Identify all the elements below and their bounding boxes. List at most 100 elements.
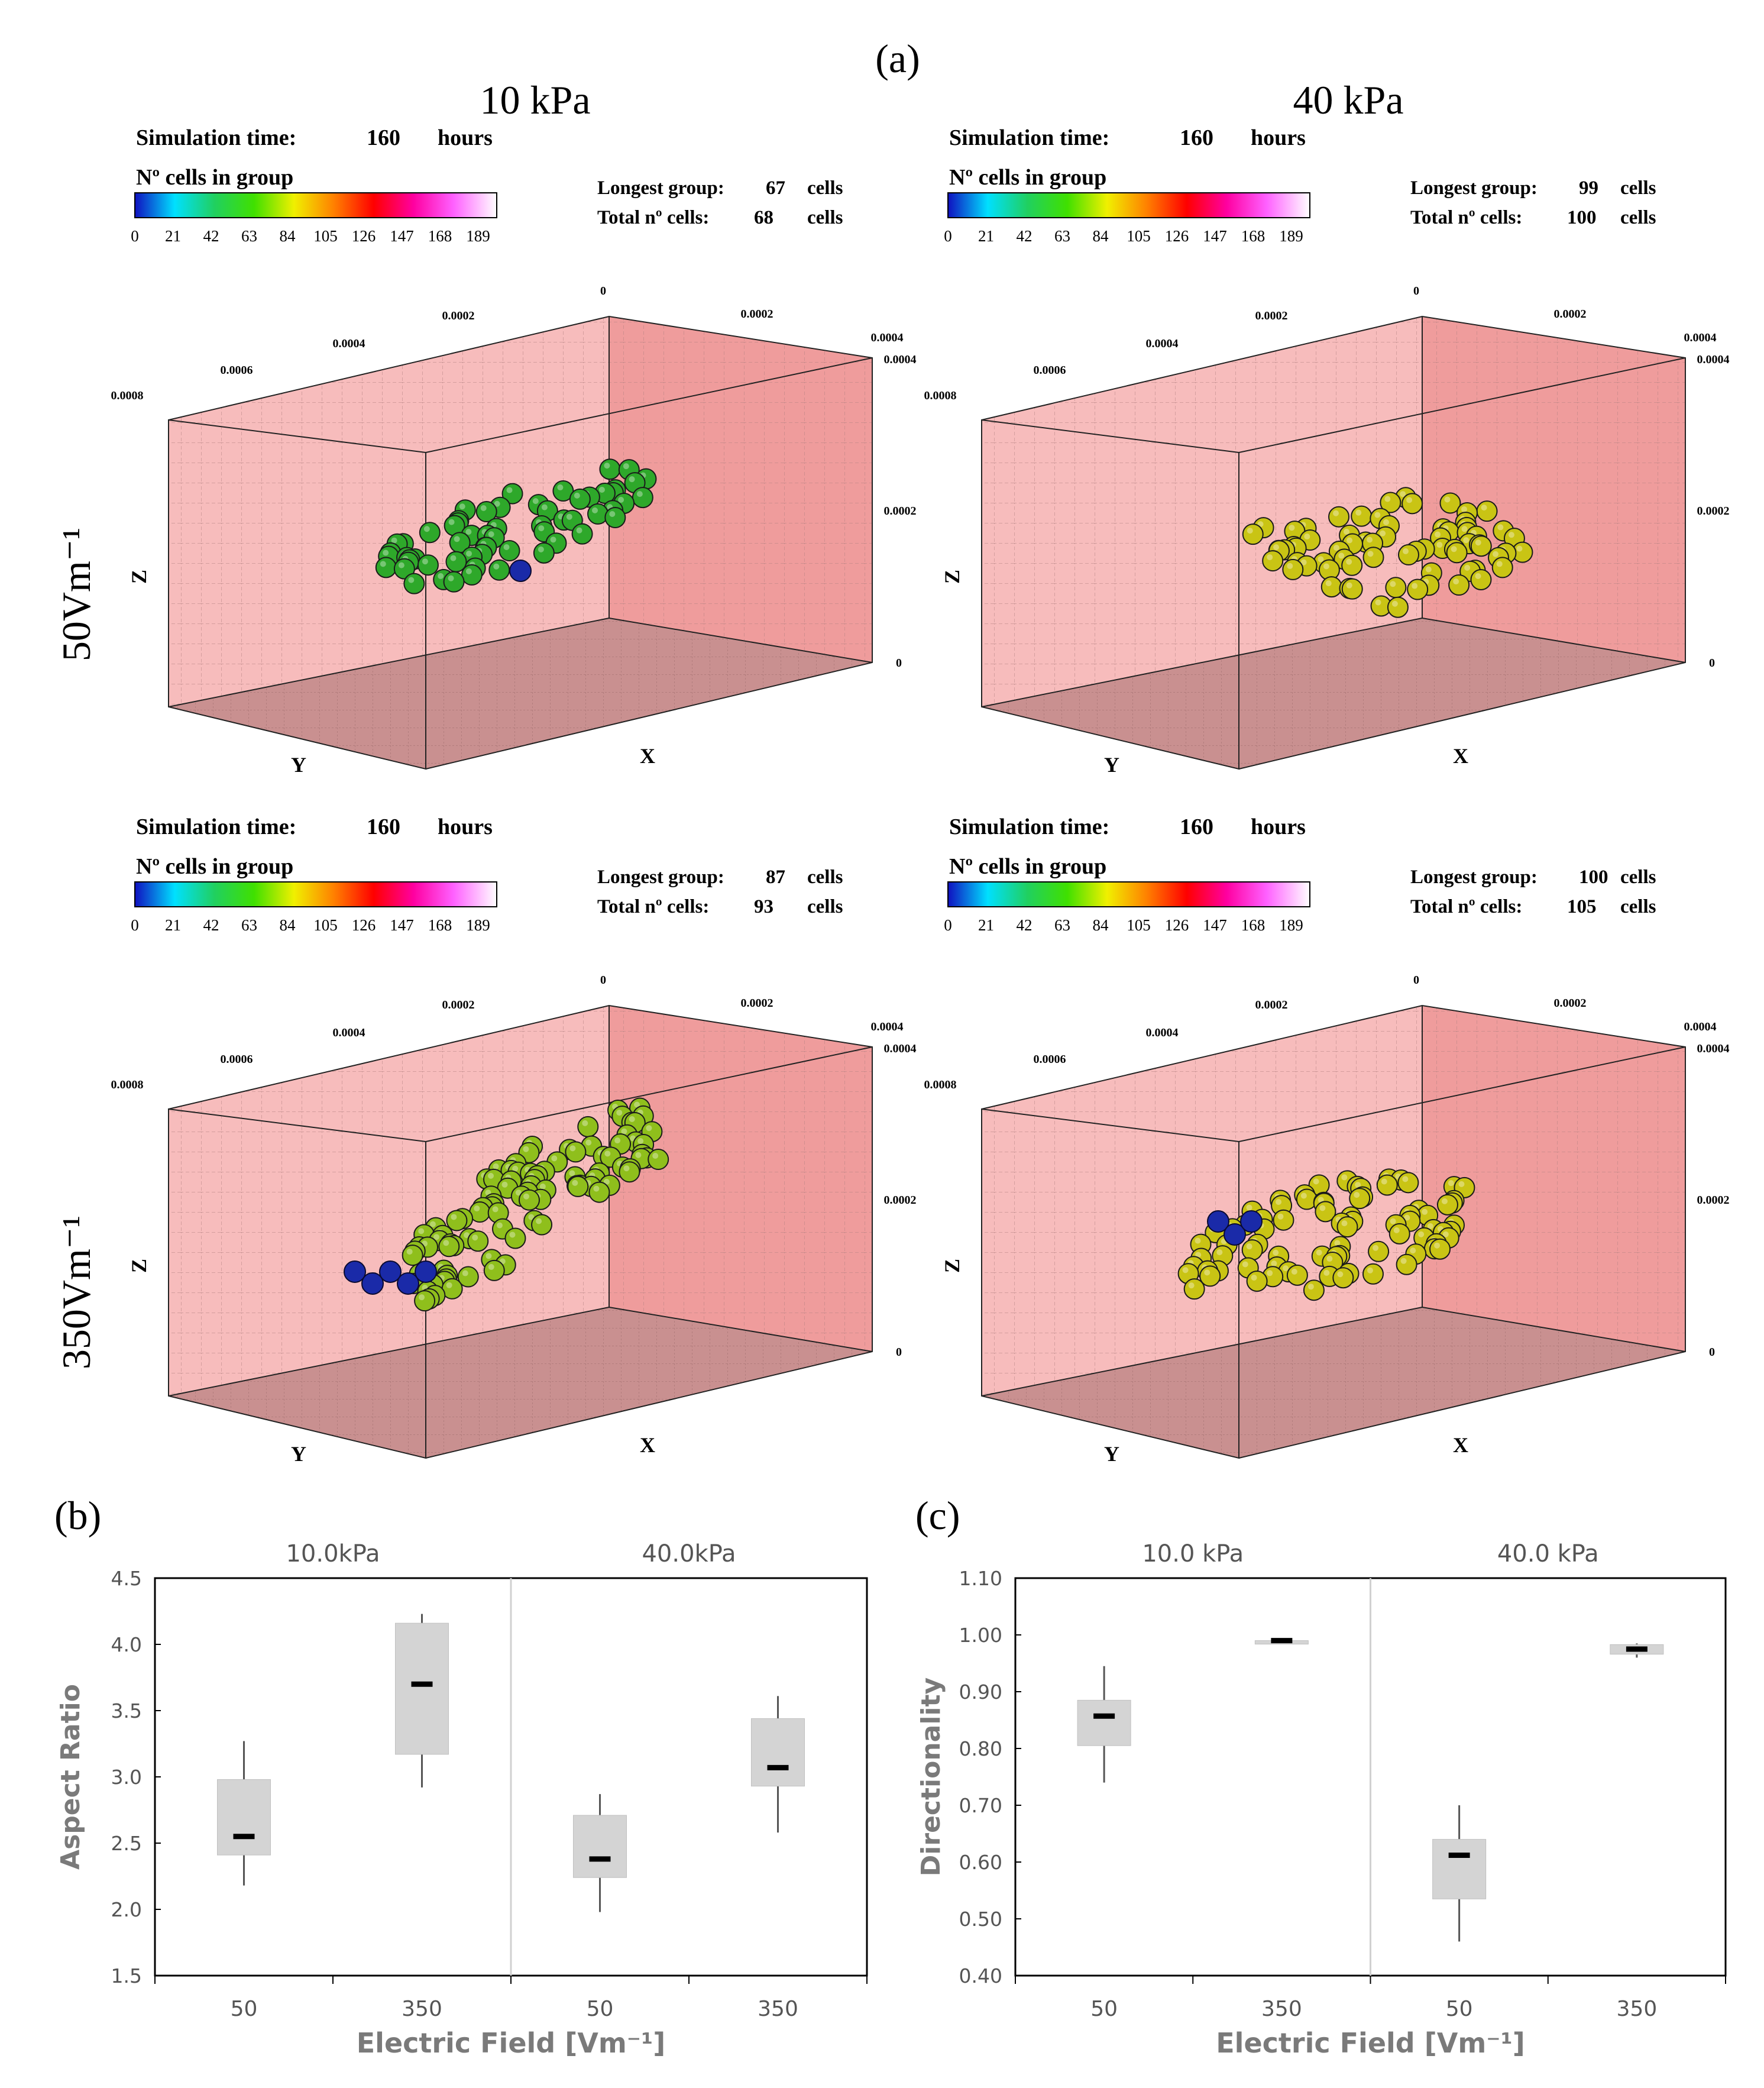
colorbar-tick: 126 (1165, 916, 1189, 934)
cell-highlight (1341, 1220, 1348, 1227)
colorbar-tick: 147 (1203, 227, 1227, 245)
cell-highlight (574, 492, 580, 499)
cell (475, 501, 497, 523)
box-floor-edge (981, 1307, 1423, 1397)
x-tick-label: 50 (1446, 1997, 1473, 2021)
cell (1349, 1188, 1371, 1210)
cell-highlight (1444, 496, 1451, 503)
z-axis-tick: 0 (1709, 657, 1715, 670)
sim-time-unit: hours (438, 125, 493, 150)
cell-highlight (1367, 1267, 1373, 1274)
cell-highlight (1400, 1258, 1407, 1264)
longest-group-value: 99 (1579, 177, 1598, 199)
cell (488, 559, 510, 581)
cell-highlight (1323, 563, 1329, 570)
colorbar-tick: 189 (1279, 916, 1303, 934)
x-axis-tick: 0.0002 (741, 308, 773, 321)
colorbar-tick: 0 (131, 227, 139, 245)
cell-highlight (1188, 1282, 1195, 1289)
colorbar (947, 192, 1310, 218)
cell (1368, 1240, 1390, 1262)
x-axis-tick: 0.0002 (1554, 308, 1587, 321)
cell-highlight (576, 527, 582, 534)
y-axis-tick: 0.0006 (1034, 364, 1066, 377)
sim-time-value: 160 (367, 125, 400, 150)
cell-highlight (1271, 1260, 1277, 1267)
cell (1380, 492, 1402, 513)
cell-highlight (1427, 1223, 1433, 1229)
colorbar-tick: 42 (203, 227, 219, 245)
cell-highlight (1291, 1268, 1297, 1275)
cell-highlight (380, 561, 386, 567)
cell-highlight (418, 1228, 425, 1234)
colorbar-tick: 147 (1203, 916, 1227, 934)
y-axis-tick: 0 (1413, 974, 1419, 987)
cell (1286, 1264, 1308, 1286)
simulation-box (981, 1004, 1686, 1459)
cell (1362, 547, 1384, 568)
cell (1262, 550, 1284, 572)
box-floor-edge (168, 1307, 610, 1397)
group-label: 10.0 kPa (1142, 1540, 1244, 1567)
cell-highlight (433, 1234, 439, 1240)
y-tick-label: 2.0 (111, 1898, 142, 1921)
cell-highlight (1418, 1231, 1425, 1237)
colorbar-title: Nº cells in group (949, 854, 1106, 879)
cell-highlight (462, 1270, 468, 1276)
colorbar-tick: 63 (1054, 916, 1070, 934)
y-axis-tick: 0.0008 (111, 389, 144, 402)
cell-highlight (1380, 530, 1386, 536)
simulation-panel: Simulation time: 160 hours Nº cells in grou… (111, 814, 917, 1466)
y-axis-tick: 0.0006 (221, 1053, 253, 1066)
cell-highlight (1451, 546, 1457, 552)
cell-highlight (1333, 545, 1339, 551)
cell-highlight (629, 476, 635, 483)
x-axis-label: Electric Field [Vm⁻¹] (357, 2027, 666, 2059)
longest-group-value: 87 (766, 867, 785, 888)
cell-highlight (1436, 542, 1443, 548)
longest-group-label: Longest group: (1410, 177, 1538, 199)
cell-cluster (344, 1097, 669, 1312)
z-axis-tick: 0.0002 (1697, 1194, 1730, 1207)
total-cells-unit: cells (1620, 896, 1656, 917)
cell (1241, 1239, 1263, 1261)
cell-highlight (472, 1234, 478, 1241)
cell-highlight (398, 562, 404, 568)
cell (1446, 542, 1468, 564)
cell-highlight (557, 484, 564, 491)
cell (501, 483, 523, 505)
box-floor-edge (168, 618, 610, 707)
cell-highlight (623, 463, 629, 470)
colorbar-tick: 168 (1241, 227, 1265, 245)
colorbar (134, 881, 497, 907)
cell-highlight (1307, 1284, 1314, 1290)
y-axis-tick: 0 (600, 974, 606, 987)
cell (1273, 1209, 1294, 1231)
x-axis-label: X (640, 1433, 655, 1457)
cell-highlight (509, 1232, 516, 1238)
blue-cell (397, 1272, 419, 1295)
colorbar-tick: 189 (466, 227, 490, 245)
x-axis-label: X (1453, 1433, 1468, 1457)
cell-highlight (459, 503, 465, 510)
blue-cell (1207, 1210, 1229, 1233)
cell-highlight (1277, 1213, 1284, 1220)
cell-highlight (1481, 505, 1487, 511)
cell-highlight (1195, 1252, 1202, 1258)
cell-highlight (1283, 1265, 1289, 1272)
total-cells-label: Total nº cells: (597, 207, 709, 228)
cell-highlight (493, 1163, 499, 1169)
y-axis-tick: 0.0008 (924, 389, 957, 402)
cell (1320, 576, 1342, 598)
colorbar-tick: 105 (313, 916, 338, 934)
box-iqr (395, 1622, 449, 1755)
cell-highlight (448, 519, 455, 525)
z-axis-label: Z (940, 1259, 964, 1273)
cell (1376, 1174, 1398, 1196)
floor-grid (982, 618, 1685, 769)
colorbar-tick: 84 (280, 916, 296, 934)
cell (438, 1236, 460, 1258)
colorbar-tick: 0 (944, 227, 952, 245)
colorbar-tick: 147 (390, 916, 414, 934)
